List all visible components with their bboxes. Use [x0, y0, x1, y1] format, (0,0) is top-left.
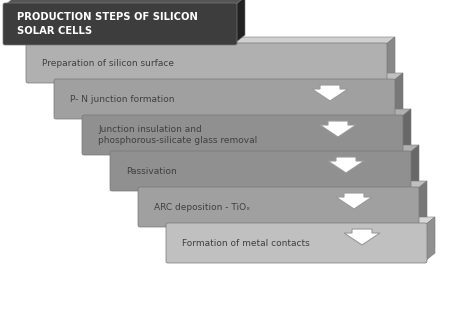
FancyBboxPatch shape — [3, 3, 237, 45]
Polygon shape — [401, 109, 411, 153]
Polygon shape — [112, 145, 419, 153]
FancyBboxPatch shape — [26, 43, 387, 83]
Text: Preparation of silicon surface: Preparation of silicon surface — [42, 58, 174, 67]
Polygon shape — [393, 73, 403, 117]
Polygon shape — [344, 229, 380, 245]
FancyBboxPatch shape — [138, 187, 419, 227]
Polygon shape — [140, 181, 427, 189]
Polygon shape — [336, 193, 372, 209]
Polygon shape — [56, 73, 403, 81]
Polygon shape — [320, 121, 356, 137]
FancyBboxPatch shape — [166, 223, 427, 263]
FancyBboxPatch shape — [82, 115, 403, 155]
Polygon shape — [425, 217, 435, 261]
FancyBboxPatch shape — [110, 151, 411, 191]
Polygon shape — [5, 0, 245, 5]
Text: Passivation: Passivation — [126, 167, 177, 176]
Text: PRODUCTION STEPS OF SILICON
SOLAR CELLS: PRODUCTION STEPS OF SILICON SOLAR CELLS — [17, 13, 198, 36]
Polygon shape — [385, 37, 395, 81]
Polygon shape — [328, 157, 364, 173]
Polygon shape — [235, 0, 245, 43]
FancyBboxPatch shape — [54, 79, 395, 119]
Text: ARC deposition - TiOₓ: ARC deposition - TiOₓ — [154, 203, 250, 212]
Polygon shape — [312, 85, 348, 101]
Text: Formation of metal contacts: Formation of metal contacts — [182, 239, 310, 247]
Polygon shape — [417, 181, 427, 225]
Polygon shape — [84, 109, 411, 117]
Polygon shape — [168, 217, 435, 225]
Text: Junction insulation and
phosphorous-silicate glass removal: Junction insulation and phosphorous-sili… — [98, 125, 257, 145]
Polygon shape — [409, 145, 419, 189]
Text: P- N junction formation: P- N junction formation — [70, 94, 174, 103]
Polygon shape — [28, 37, 395, 45]
